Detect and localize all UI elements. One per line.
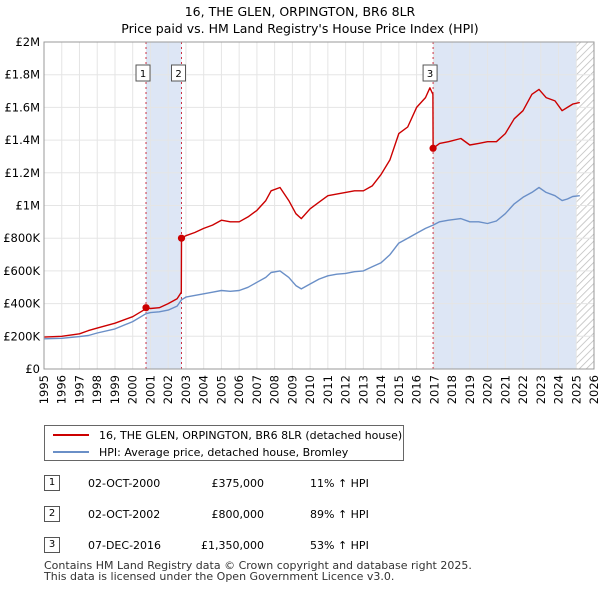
x-tick-label: 2011	[321, 375, 335, 404]
footer-licence: This data is licensed under the Open Gov…	[44, 570, 395, 583]
transaction-badge: 1	[44, 475, 60, 491]
transaction-badge: 2	[44, 506, 60, 522]
transaction-price: £800,000	[211, 508, 265, 521]
transaction-point-3	[429, 144, 437, 152]
y-tick-label: £0	[25, 362, 40, 376]
hpi-line	[43, 186, 580, 340]
x-tick-label: 2026	[587, 375, 600, 404]
x-tick-label: 2012	[339, 375, 353, 404]
x-tick-label: 2005	[214, 375, 228, 404]
legend-swatch-hpi	[53, 451, 89, 453]
x-tick-label: 2021	[498, 375, 512, 404]
x-tick-label: 1997	[72, 375, 86, 404]
x-tick-label: 2006	[232, 375, 246, 404]
transaction-label-box-2	[171, 64, 186, 82]
x-tick-label: 2002	[161, 375, 175, 404]
x-tick-label: 2009	[285, 375, 299, 404]
y-tick-label: £1M	[15, 199, 40, 213]
x-tick-label: 2008	[268, 375, 282, 404]
transaction-hpi-change: 11% ↑ HPI	[310, 477, 369, 490]
x-tick-label: 1996	[55, 375, 69, 404]
x-tick-label: 2016	[410, 375, 424, 404]
transaction-date: 02-OCT-2002	[88, 508, 161, 521]
transaction-label-box-1	[135, 64, 151, 82]
price-chart: £0 £200K £400K £600K £800K £1M £1.2M £1.4M £1.6M…	[3, 35, 600, 404]
transaction-label-box-3	[422, 64, 438, 82]
x-tick-label: 2023	[534, 375, 548, 404]
x-tick-label: 1998	[90, 375, 104, 404]
transaction-badge: 3	[44, 537, 60, 553]
transaction-price: £375,000	[211, 477, 265, 490]
x-tick-label: 2001	[143, 375, 157, 404]
x-tick-label: 2007	[250, 375, 264, 404]
y-tick-label: £1.6M	[4, 100, 40, 114]
footer: Contains HM Land Registry data © Crown c…	[44, 560, 472, 582]
legend-item-property: 16, THE GLEN, ORPINGTON, BR6 8LR (detach…	[53, 427, 402, 443]
y-tick-label: £1.4M	[4, 133, 40, 147]
y-tick-label: £1.2M	[4, 166, 40, 180]
y-tick-label: £2M	[15, 35, 40, 49]
x-tick-label: 2000	[126, 375, 140, 404]
property-price-line	[43, 87, 580, 338]
x-tick-label: 1999	[108, 375, 122, 404]
legend: 16, THE GLEN, ORPINGTON, BR6 8LR (detach…	[44, 425, 404, 461]
transaction-hpi-change: 53% ↑ HPI	[310, 539, 369, 552]
transaction-price: £1,350,000	[201, 539, 264, 552]
transaction-point-2	[177, 234, 186, 242]
x-tick-label: 2004	[197, 375, 211, 404]
x-tick-label: 2015	[392, 375, 406, 404]
transaction-label-2: 2	[175, 69, 181, 80]
legend-swatch-property	[53, 434, 89, 436]
x-tick-label: 2017	[427, 375, 441, 404]
x-tick-label: 2020	[481, 375, 495, 404]
y-tick-label: £800K	[3, 231, 40, 245]
legend-item-hpi: HPI: Average price, detached house, Brom…	[53, 444, 348, 460]
transaction-date: 07-DEC-2016	[88, 539, 162, 552]
transaction-date: 02-OCT-2000	[88, 477, 161, 490]
y-tick-label: £1.8M	[4, 68, 40, 82]
transaction-point-1	[142, 304, 150, 312]
transaction-label-3: 3	[427, 69, 433, 80]
x-tick-label: 1995	[37, 375, 51, 404]
legend-label-property: 16, THE GLEN, ORPINGTON, BR6 8LR (detach…	[99, 428, 403, 442]
x-tick-label: 2019	[463, 375, 477, 404]
y-tick-label: £600K	[3, 264, 40, 278]
plot-frame	[43, 41, 595, 370]
legend-label-hpi: HPI: Average price, detached house, Brom…	[99, 445, 349, 459]
transaction-label-1: 1	[140, 69, 146, 80]
footer-copyright: Contains HM Land Registry data © Crown c…	[44, 559, 472, 572]
transaction-hpi-change: 89% ↑ HPI	[310, 508, 369, 521]
x-tick-label: 2010	[303, 375, 317, 404]
x-tick-label: 2025	[569, 375, 583, 404]
x-tick-label: 2018	[445, 375, 459, 404]
x-tick-label: 2003	[179, 375, 193, 404]
chart-title: 16, THE GLEN, ORPINGTON, BR6 8LR	[184, 4, 416, 19]
y-tick-label: £200K	[3, 329, 40, 343]
chart-subtitle: Price paid vs. HM Land Registry's House …	[121, 21, 479, 36]
y-tick-label: £400K	[3, 297, 40, 311]
x-tick-label: 2022	[516, 375, 530, 404]
x-tick-label: 2013	[356, 375, 370, 404]
x-tick-label: 2024	[552, 375, 566, 404]
x-tick-label: 2014	[374, 375, 388, 404]
